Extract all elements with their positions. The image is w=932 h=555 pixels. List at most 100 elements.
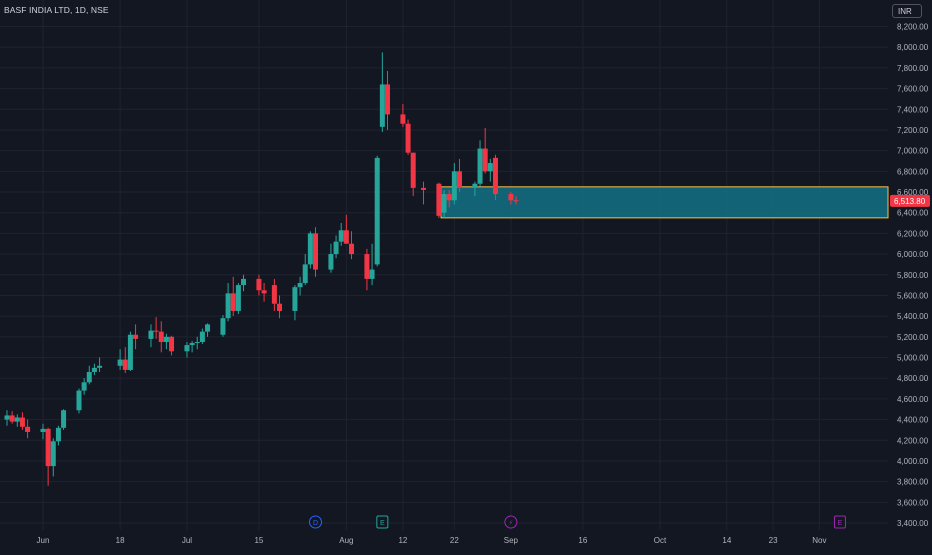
candle-up	[369, 243, 375, 286]
price-tick-label: 5,400.00	[897, 312, 929, 321]
candle-body	[333, 241, 339, 255]
earnings-event-icon[interactable]: E	[833, 515, 846, 529]
candle-up	[91, 363, 97, 376]
candle-up	[297, 276, 303, 296]
candle-body	[302, 264, 308, 284]
candle-body	[205, 324, 211, 332]
candle-down	[405, 119, 411, 155]
candle-down	[261, 283, 267, 302]
candle-down	[153, 317, 159, 339]
candle-body	[420, 187, 426, 190]
candle-body	[127, 334, 133, 370]
candle-body	[45, 428, 51, 467]
candle-up	[302, 254, 308, 286]
time-tick-label: 22	[450, 536, 459, 545]
price-tick-label: 5,800.00	[897, 271, 929, 280]
candle-down	[313, 227, 319, 277]
dividend-event-icon[interactable]: D	[309, 515, 323, 529]
price-tick-label: 7,600.00	[897, 85, 929, 94]
candle-up	[333, 235, 339, 259]
candle-up	[235, 283, 241, 315]
split-event-icon[interactable]: ⚡	[504, 515, 518, 529]
time-tick-label: 15	[254, 536, 263, 545]
candle-body	[158, 331, 164, 342]
candle-body	[436, 183, 442, 216]
candle-down	[508, 192, 514, 205]
price-tick-label: 6,000.00	[897, 250, 929, 259]
candle-body	[328, 254, 334, 270]
candle-down	[420, 181, 426, 205]
candle-body	[369, 269, 375, 279]
candle-up	[86, 365, 92, 385]
candle-body	[148, 330, 154, 339]
candle-down	[410, 152, 416, 197]
candle-down	[400, 104, 406, 127]
candle-body	[230, 293, 236, 311]
time-tick-label: Jun	[37, 536, 50, 545]
candle-body	[307, 233, 313, 265]
candle-up	[338, 223, 344, 246]
candle-up	[127, 331, 133, 371]
candle-up	[163, 333, 169, 350]
candle-up	[40, 423, 46, 440]
candle-body	[513, 200, 519, 202]
candle-body	[235, 285, 241, 311]
candle-body	[81, 382, 87, 391]
candle-down	[482, 127, 488, 174]
candle-body	[446, 194, 452, 201]
price-tick-label: 4,600.00	[897, 395, 929, 404]
time-tick-label: 14	[722, 536, 731, 545]
candle-body	[122, 359, 128, 370]
grid	[0, 0, 888, 530]
candle-up	[199, 328, 205, 345]
candle-body	[61, 410, 67, 428]
event-badge	[504, 515, 518, 529]
candle-body	[277, 303, 283, 311]
candle-down	[9, 411, 15, 424]
candle-down	[277, 295, 283, 319]
candle-body	[241, 278, 247, 286]
currency-button[interactable]: INR	[892, 4, 922, 18]
candle-down	[271, 278, 277, 311]
candle-down	[436, 182, 442, 218]
candle-body	[379, 84, 385, 127]
candle-down	[456, 158, 462, 192]
candle-body	[441, 194, 447, 213]
candle-down	[19, 412, 25, 430]
candle-body	[133, 334, 139, 339]
candle-body	[338, 230, 344, 242]
candle-body	[405, 123, 411, 153]
candle-up	[50, 438, 56, 477]
price-tick-label: 6,800.00	[897, 167, 929, 176]
candle-up	[292, 285, 298, 321]
time-axis[interactable]: Jun 18 Jul 15 Aug 12 22 Sep 16 Oct 14 23 Nov	[37, 536, 827, 545]
candle-body	[492, 157, 498, 195]
candle-body	[472, 183, 478, 188]
price-tick-label: 8,000.00	[897, 43, 929, 52]
chart-title: BASF INDIA LTD, 1D, NSE	[4, 5, 109, 15]
price-tick-label: 5,200.00	[897, 333, 929, 342]
candle-body	[189, 343, 195, 346]
price-tick-label: 5,600.00	[897, 291, 929, 300]
candle-up	[472, 181, 478, 197]
time-tick-label: Oct	[654, 536, 667, 545]
zone-layer	[440, 186, 889, 219]
price-axis[interactable]: 3,400.00 3,600.00 3,800.00 4,000.00 4,200.00…	[897, 23, 929, 529]
supply-demand-zone[interactable]	[440, 186, 889, 219]
candle-down	[492, 154, 498, 201]
candle-down	[230, 276, 236, 317]
candle-up	[97, 357, 103, 372]
candle-up	[194, 336, 200, 350]
candle-body	[225, 293, 231, 319]
candle-body	[400, 114, 406, 124]
candle-body	[456, 171, 462, 188]
price-tick-label: 6,600.00	[897, 188, 929, 197]
candle-up	[328, 243, 334, 273]
price-tick-label: 4,400.00	[897, 416, 929, 425]
time-tick-label: Jul	[182, 536, 192, 545]
earnings-event-icon[interactable]: E	[376, 515, 389, 529]
candle-up	[451, 163, 457, 205]
price-tick-label: 4,000.00	[897, 457, 929, 466]
